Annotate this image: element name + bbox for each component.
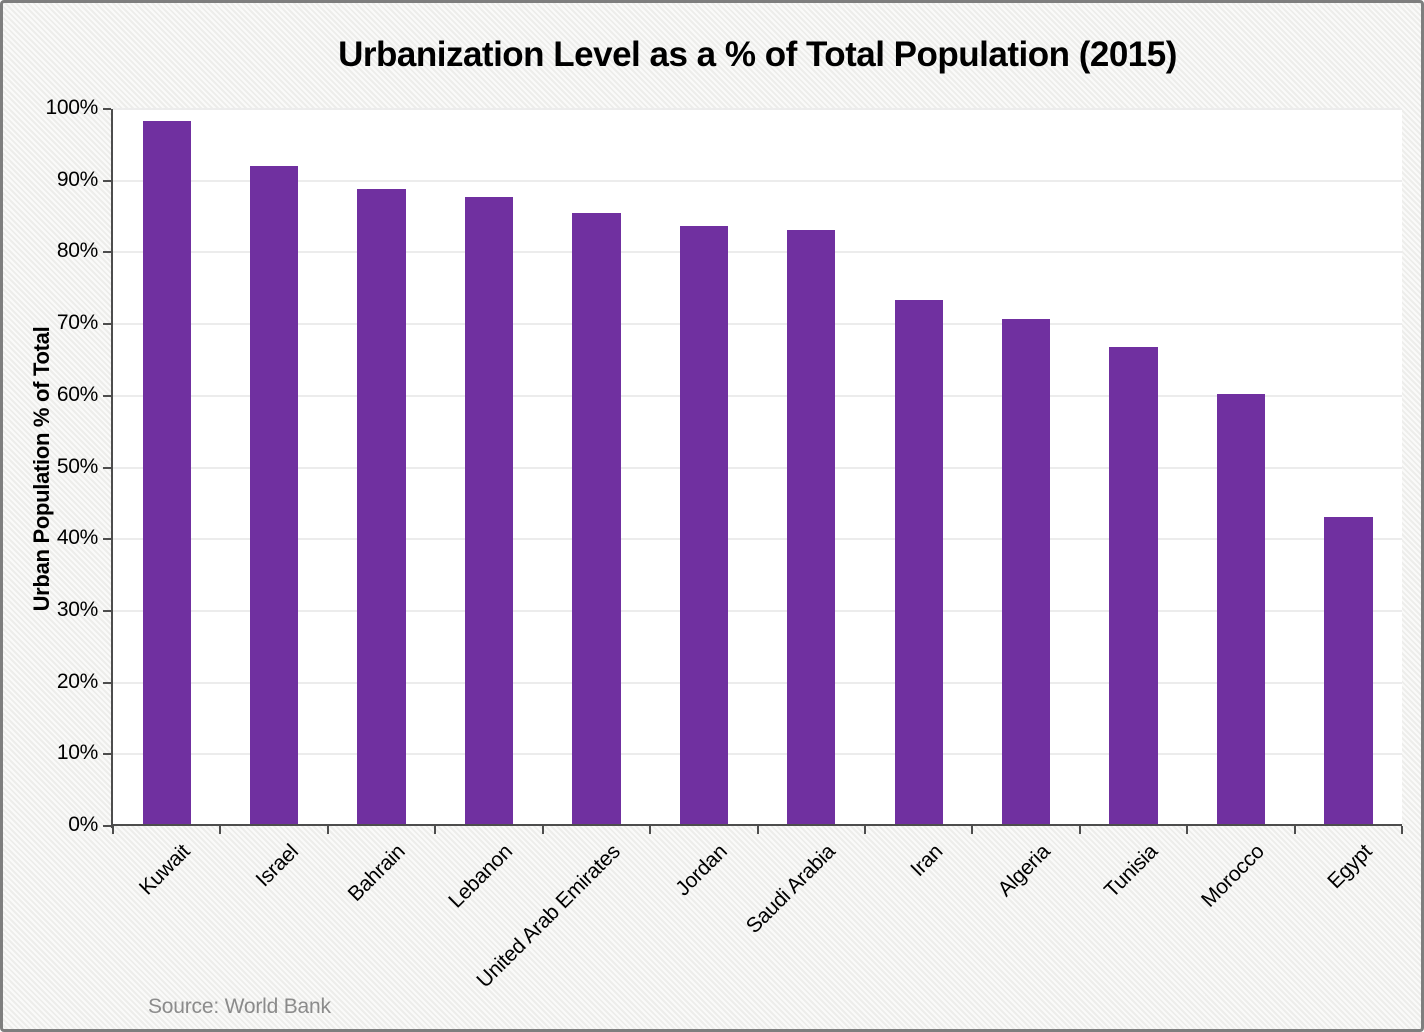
gridline-40 <box>113 538 1402 541</box>
y-tick-label-70: 70% <box>56 311 98 335</box>
gridline-80 <box>113 251 1402 254</box>
bar-iran <box>894 299 943 826</box>
x-tick-10 <box>1186 826 1189 834</box>
bar-lebanon <box>464 197 514 826</box>
bar-saudi-arabia <box>787 230 836 826</box>
chart-title: Urbanization Level as a % of Total Popul… <box>338 35 1177 74</box>
bar-egypt <box>1324 516 1373 826</box>
bar-slot-egypt <box>1295 109 1402 826</box>
bar-tunisia <box>1109 347 1158 826</box>
bar-bahrain <box>357 189 406 826</box>
x-tick-12 <box>1401 826 1403 834</box>
bar-israel <box>249 165 299 826</box>
x-category-label-morocco: Morocco <box>1197 840 1270 912</box>
y-tick-20 <box>103 681 111 684</box>
x-tick-2 <box>326 826 329 834</box>
y-tick-70 <box>103 323 111 326</box>
x-tick-9 <box>1078 826 1081 834</box>
bars-container <box>113 109 1402 826</box>
y-tick-label-80: 80% <box>56 239 98 263</box>
bar-slot-algeria <box>972 109 1079 826</box>
y-tick-50 <box>103 466 111 469</box>
y-axis-line <box>111 109 113 828</box>
bar-united-arab-emirates <box>572 212 621 826</box>
bar-jordan <box>679 225 728 826</box>
x-axis-line <box>111 824 1402 826</box>
x-category-label-egypt: Egypt <box>1323 840 1377 894</box>
x-category-label-bahrain: Bahrain <box>343 840 410 906</box>
x-tick-6 <box>756 826 759 834</box>
x-category-label-saudi-arabia: Saudi Arabia <box>741 840 840 938</box>
bar-slot-morocco <box>1187 109 1294 826</box>
y-tick-label-0: 0% <box>68 813 98 836</box>
bar-slot-tunisia <box>1080 109 1187 826</box>
bar-slot-lebanon <box>435 109 542 826</box>
gridline-90 <box>113 179 1402 182</box>
bar-slot-kuwait <box>113 109 220 826</box>
x-category-label-algeria: Algeria <box>993 840 1055 902</box>
gridline-70 <box>113 323 1402 326</box>
y-tick-0 <box>103 825 111 827</box>
gridline-100 <box>113 108 1402 110</box>
x-category-label-lebanon: Lebanon <box>444 840 518 913</box>
x-category-label-iran: Iran <box>905 840 947 882</box>
gridline-50 <box>113 466 1402 469</box>
x-tick-3 <box>434 826 437 834</box>
y-tick-60 <box>103 394 111 397</box>
bar-kuwait <box>142 121 191 826</box>
y-tick-40 <box>103 538 111 541</box>
bar-slot-bahrain <box>328 109 435 826</box>
y-tick-label-60: 60% <box>56 382 98 406</box>
x-tick-4 <box>541 826 544 834</box>
bar-slot-jordan <box>650 109 757 826</box>
y-tick-label-30: 30% <box>56 597 98 621</box>
bar-slot-united-arab-emirates <box>543 109 650 826</box>
y-tick-30 <box>103 609 111 612</box>
x-tick-5 <box>649 826 652 834</box>
gridline-60 <box>113 394 1402 397</box>
plot-area <box>113 108 1402 826</box>
bar-morocco <box>1216 394 1266 826</box>
x-tick-7 <box>863 826 866 834</box>
bar-slot-saudi-arabia <box>758 109 865 826</box>
x-category-label-kuwait: Kuwait <box>135 840 195 900</box>
source-note: Source: World Bank <box>148 995 331 1018</box>
y-tick-label-10: 10% <box>56 741 98 765</box>
y-tick-label-50: 50% <box>56 454 98 478</box>
y-tick-label-20: 20% <box>56 669 98 693</box>
x-category-label-jordan: Jordan <box>671 840 733 901</box>
y-tick-label-40: 40% <box>56 526 98 550</box>
bar-slot-iran <box>865 109 972 826</box>
x-tick-0 <box>112 826 114 834</box>
y-tick-label-90: 90% <box>56 167 98 191</box>
y-tick-label-100: 100% <box>45 96 98 119</box>
x-tick-8 <box>971 826 974 834</box>
x-tick-11 <box>1293 826 1296 834</box>
x-category-label-tunisia: Tunisia <box>1099 840 1162 903</box>
y-tick-10 <box>103 753 111 756</box>
gridline-30 <box>113 609 1402 612</box>
y-tick-80 <box>103 251 111 254</box>
gridline-20 <box>113 681 1402 684</box>
gridline-10 <box>113 753 1402 756</box>
x-tick-1 <box>219 826 222 834</box>
x-category-label-israel: Israel <box>251 840 303 892</box>
bar-algeria <box>1001 319 1051 826</box>
y-tick-90 <box>103 179 111 182</box>
y-tick-100 <box>103 108 111 110</box>
bar-slot-israel <box>220 109 327 826</box>
